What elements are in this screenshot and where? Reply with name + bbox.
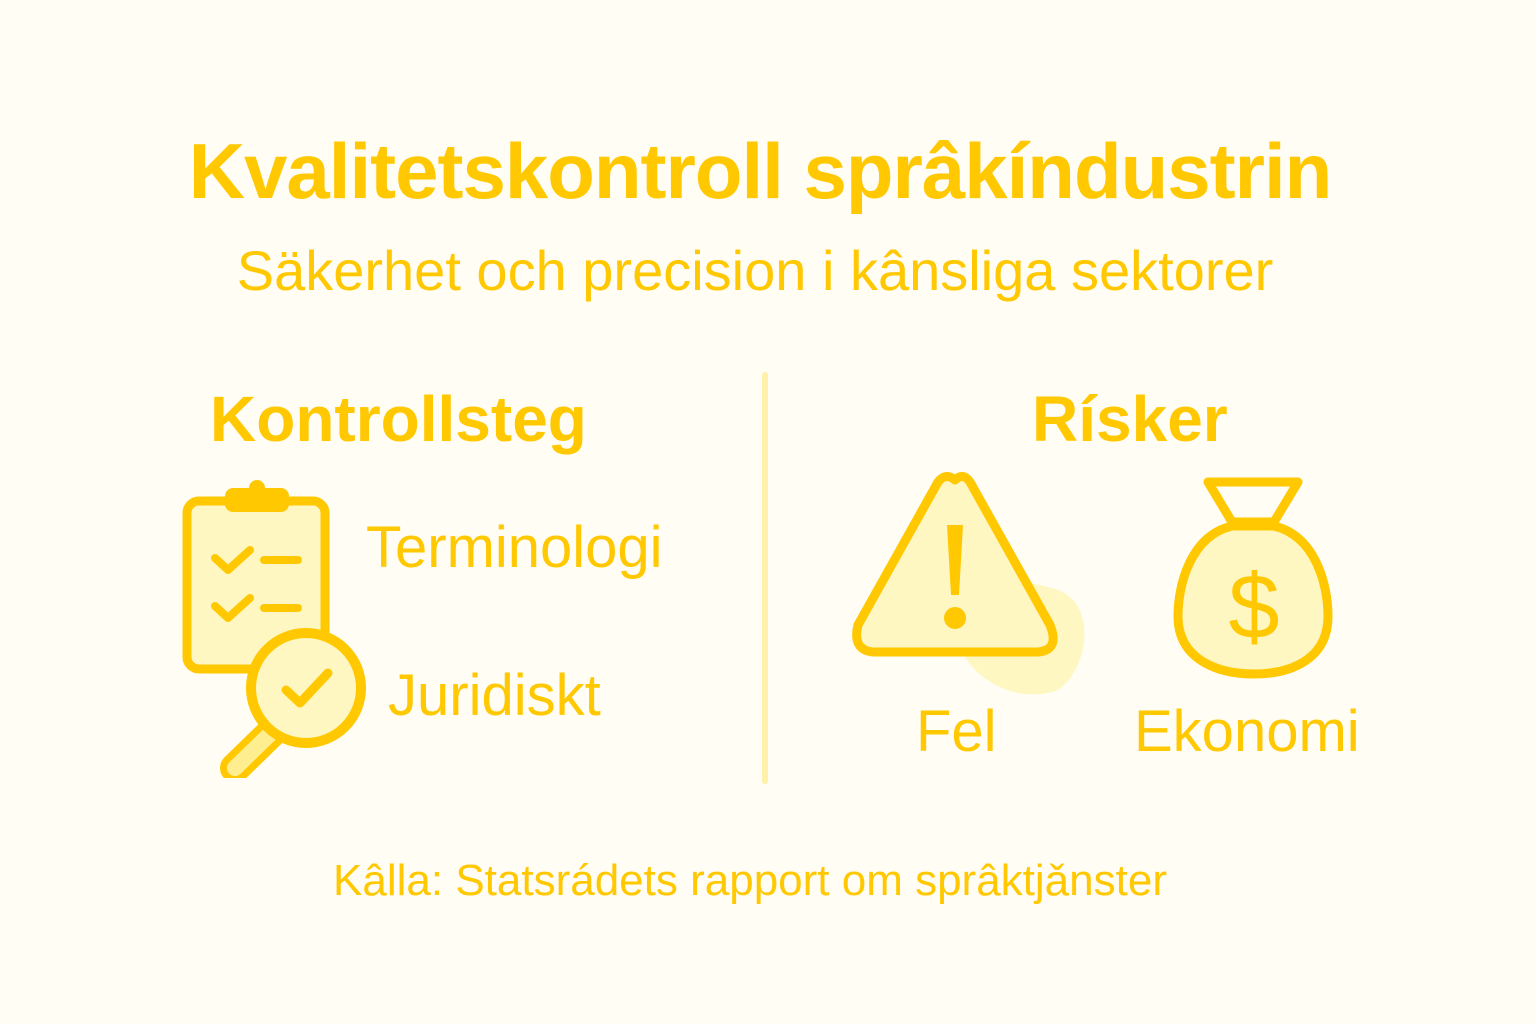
item-juridiskt: Juridiskt xyxy=(388,663,601,728)
svg-text:$: $ xyxy=(1228,556,1279,658)
item-ekonomi: Ekonomi xyxy=(1134,699,1360,764)
left-heading: Kontrollsteg xyxy=(210,383,587,455)
right-heading: Rísker xyxy=(1032,383,1228,455)
source-footer: Kâlla: Statsrádets rapport om sprâktjǎns… xyxy=(333,856,1167,905)
money-bag-icon: $ xyxy=(1173,477,1333,679)
warning-triangle-icon xyxy=(852,472,1085,695)
page-title: Kvalitetskontroll sprâkíndustrin xyxy=(188,127,1333,215)
item-fel: Fel xyxy=(916,699,997,764)
clipboard-checklist-icon xyxy=(182,480,366,778)
item-terminologi: Terminologi xyxy=(366,515,663,580)
page-subtitle: Säkerhet och precision i kânsliga sektor… xyxy=(236,239,1274,302)
divider xyxy=(762,372,768,784)
